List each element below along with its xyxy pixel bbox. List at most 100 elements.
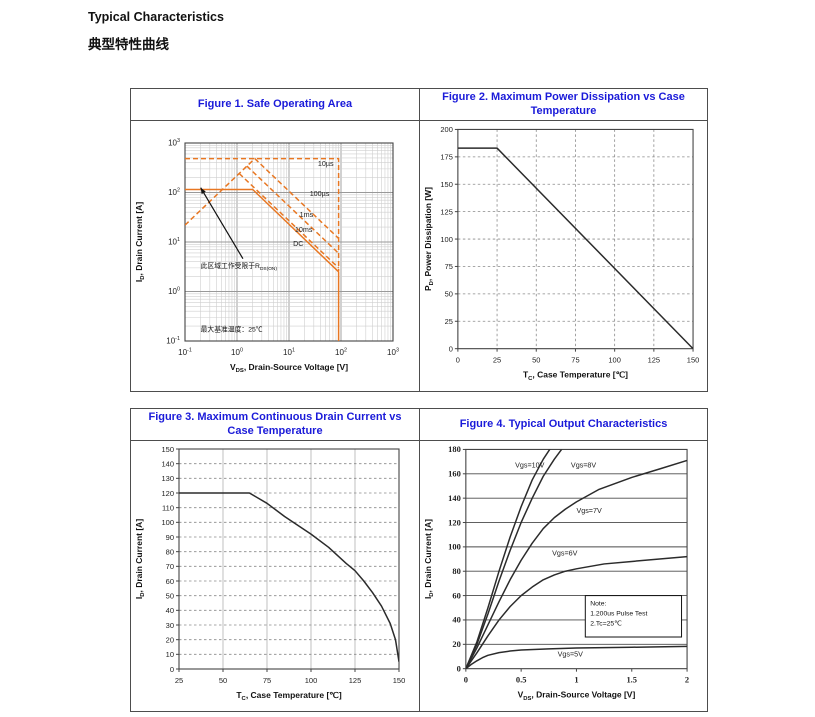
svg-text:120: 120: [161, 489, 174, 498]
grid-lines: [184, 142, 394, 342]
curve-10us-limit: [185, 157, 340, 271]
svg-text:40: 40: [452, 615, 460, 625]
svg-text:0: 0: [170, 665, 174, 674]
curve-100us-limit: [254, 158, 340, 239]
svg-text:50: 50: [445, 290, 453, 299]
svg-text:0: 0: [449, 344, 453, 353]
svg-text:0: 0: [457, 663, 461, 673]
svg-text:100: 100: [440, 235, 452, 244]
svg-text:103: 103: [168, 138, 180, 148]
svg-text:101: 101: [168, 237, 180, 247]
svg-text:25: 25: [445, 317, 453, 326]
svg-text:150: 150: [161, 445, 174, 454]
drain-current-vs-temp-chart: 25 50 75 100 125 150 0 10 20 30 40 50 60 70 80 90 100 110…: [131, 441, 419, 711]
svg-text:90: 90: [166, 533, 174, 542]
curve-label: 1ms: [300, 210, 314, 219]
fig1-svg: 10-1 100 101 102 103 10-1 100 101 102 103 VDS, Dra…: [134, 138, 399, 374]
svg-text:50: 50: [219, 676, 227, 685]
curve-label: Vgs=5V: [558, 650, 583, 658]
svg-text:103: 103: [387, 348, 399, 358]
svg-text:0: 0: [464, 675, 468, 685]
curve-max-power-dissipation: [457, 147, 694, 349]
y-axis-label: PD, Power Dissipation [W]: [423, 187, 435, 291]
svg-text:70: 70: [166, 562, 174, 571]
svg-text:125: 125: [440, 207, 452, 216]
svg-text:1.5: 1.5: [626, 675, 637, 685]
fig2-svg: 0 25 50 75 100 125 150 0 25 50 75 100 125 150 175 200 TC…: [423, 125, 699, 382]
figure2-title: Figure 2. Maximum Power Dissipation vs C…: [420, 89, 707, 121]
svg-text:125: 125: [349, 676, 362, 685]
svg-text:10-1: 10-1: [178, 348, 192, 358]
svg-text:150: 150: [687, 356, 699, 365]
svg-text:10: 10: [166, 650, 174, 659]
figure3-title: Figure 3. Maximum Continuous Drain Curre…: [131, 409, 419, 441]
tick-labels: 0 25 50 75 100 125 150 0 25 50 75 100 125 150 175 200: [440, 125, 699, 364]
svg-text:102: 102: [335, 348, 347, 358]
curve-vgs-8v: [465, 449, 563, 669]
curve-label: 10µs: [318, 159, 334, 168]
svg-text:50: 50: [532, 356, 540, 365]
plot-frame: [184, 142, 394, 342]
svg-text:175: 175: [440, 153, 452, 162]
plot-frame: [178, 448, 400, 670]
curve-1ms-limit: [246, 165, 340, 254]
svg-text:125: 125: [648, 356, 660, 365]
svg-text:110: 110: [162, 503, 174, 512]
svg-text:20: 20: [166, 635, 174, 644]
svg-text:10-1: 10-1: [166, 336, 180, 346]
data-series: [185, 157, 340, 341]
x-axis-label: VDS, Drain-Source Voltage [V]: [230, 362, 348, 374]
y-axis-label: ID, Drain Current [A]: [134, 202, 146, 282]
svg-text:102: 102: [168, 188, 180, 198]
note-line: 2.Tc=25℃: [590, 620, 622, 627]
curve-label: Vgs=8V: [571, 462, 596, 470]
y-axis-label: ID, Drain Current [A]: [423, 519, 435, 599]
curve-label: Vgs=10V: [515, 462, 544, 470]
svg-text:50: 50: [166, 591, 174, 600]
svg-text:100: 100: [305, 676, 318, 685]
curve-label: Vgs=7V: [576, 507, 601, 515]
svg-text:120: 120: [448, 517, 461, 527]
annotation-text: 此区域工作受限于RDS(ON): [201, 261, 278, 272]
note-line: Note:: [590, 601, 606, 608]
curve-label: 100µs: [310, 189, 330, 198]
curve-10ms-limit: [238, 172, 340, 269]
fig3-svg: 25 50 75 100 125 150 0 10 20 30 40 50 60 70 80 90 100 110…: [134, 445, 405, 702]
tick-labels: 10-1 100 101 102 103 10-1 100 101 102 103: [166, 138, 399, 357]
svg-text:25: 25: [175, 676, 183, 685]
svg-text:75: 75: [445, 262, 453, 271]
page-title-zh: 典型特性曲线: [88, 37, 169, 52]
curve-label: DC: [293, 239, 303, 248]
pointer-arrowhead: [200, 187, 206, 195]
svg-text:2: 2: [685, 675, 689, 685]
svg-text:140: 140: [161, 459, 174, 468]
figure2-cell: Figure 2. Maximum Power Dissipation vs C…: [419, 89, 707, 391]
note-box: [584, 595, 683, 638]
svg-text:100: 100: [608, 356, 620, 365]
figure1-cell: Figure 1. Safe Operating Area 10-1 100 101…: [131, 89, 419, 391]
tick-labels: 25 50 75 100 125 150 0 10 20 30 40 50 60 70 80 90 100 110…: [161, 445, 405, 685]
curve-rdson-limit-line: [185, 158, 256, 226]
curve-vgs-5v: [465, 645, 688, 669]
x-axis-label: TC, Case Temperature [℃]: [236, 690, 341, 702]
data-series: [457, 147, 694, 349]
svg-text:100: 100: [231, 348, 243, 358]
curve-dc-limit: [185, 188, 340, 341]
figure-table-top: Figure 1. Safe Operating Area 10-1 100 101…: [130, 88, 708, 392]
svg-text:0: 0: [456, 356, 460, 365]
svg-text:100: 100: [161, 518, 174, 527]
power-dissipation-chart: 0 25 50 75 100 125 150 0 25 50 75 100 125 150 175 200 TC…: [420, 121, 707, 391]
curve-vgs-6v: [465, 555, 688, 669]
svg-text:130: 130: [161, 474, 174, 483]
curve-vgs-7v: [465, 459, 688, 669]
page-title-en: Typical Characteristics: [88, 10, 224, 24]
data-series: [465, 449, 688, 669]
plot-frame: [465, 448, 688, 670]
svg-text:75: 75: [571, 356, 579, 365]
pointer-arrow: [200, 187, 244, 260]
figure1-title: Figure 1. Safe Operating Area: [131, 89, 419, 121]
svg-text:80: 80: [166, 547, 174, 556]
note-line: 1.200us Pulse Test: [590, 611, 647, 618]
svg-text:150: 150: [440, 180, 452, 189]
svg-text:75: 75: [263, 676, 271, 685]
